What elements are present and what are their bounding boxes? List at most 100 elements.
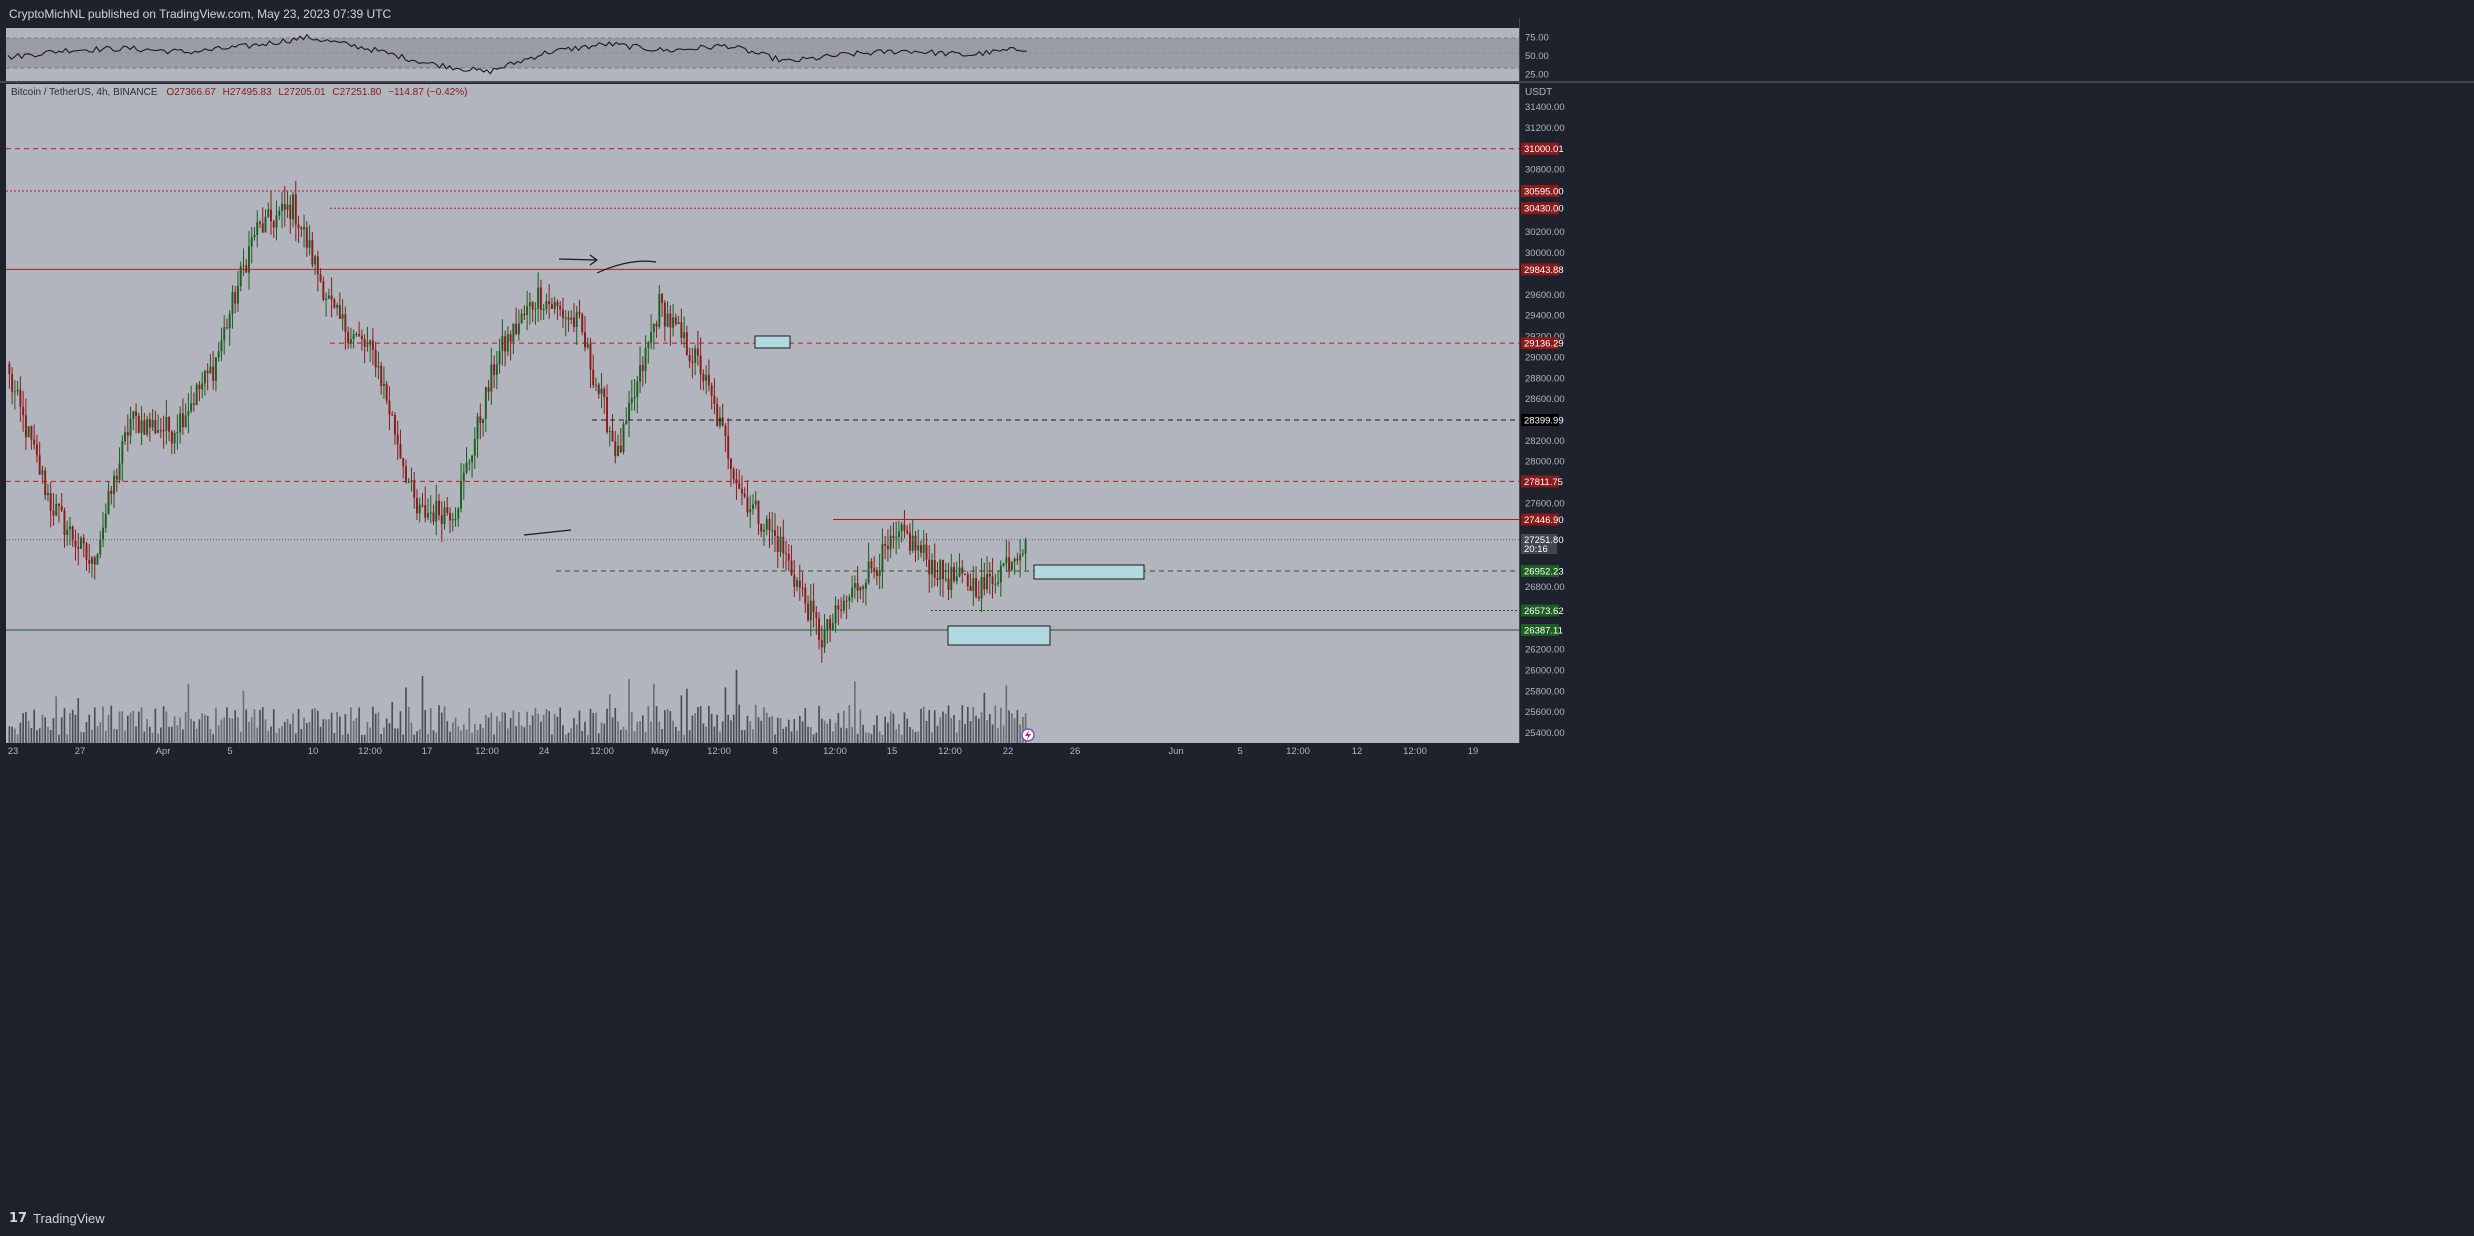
- volume-bar: [559, 707, 562, 743]
- candle-body: [878, 570, 881, 577]
- candle-body: [176, 432, 179, 434]
- price-level-tag-label: 30430.00: [1524, 204, 1564, 215]
- volume-bar: [333, 733, 336, 743]
- volume-bar: [36, 730, 38, 743]
- price-tick-label: 25600.00: [1525, 707, 1565, 718]
- volume-bar: [537, 713, 539, 743]
- candle-body: [897, 531, 900, 538]
- volume-bar: [677, 730, 680, 743]
- candle-body: [427, 513, 429, 518]
- candle-body: [484, 387, 487, 419]
- price-level-tags: 31000.01 30595.00 30430.00 29843.88 29136.29…: [1521, 142, 1564, 637]
- volume-bar: [146, 719, 148, 743]
- volume-bar: [639, 721, 641, 743]
- candle-body: [812, 600, 815, 613]
- volume-bar: [911, 729, 914, 743]
- volume-bar: [121, 711, 124, 743]
- candle-body: [958, 567, 961, 577]
- candle-body: [490, 364, 493, 392]
- candle-body: [107, 490, 110, 514]
- candle-body: [815, 612, 818, 619]
- candle-body: [256, 222, 259, 235]
- candle-body: [206, 370, 209, 374]
- price-tick-label: 27600.00: [1525, 498, 1565, 509]
- volume-bar: [509, 717, 512, 743]
- candle-body: [41, 470, 44, 475]
- candle-body: [402, 458, 405, 467]
- volume-bar: [655, 706, 658, 743]
- drawn-line[interactable]: [523, 529, 572, 536]
- volume-bar: [435, 732, 438, 743]
- candle-body: [424, 505, 427, 518]
- candle-body: [118, 463, 121, 480]
- volume-bar: [798, 715, 801, 743]
- volume-bar: [471, 732, 473, 743]
- volume-bar: [231, 718, 234, 743]
- volume-bar: [1019, 724, 1021, 743]
- candle-body: [584, 332, 586, 348]
- time-tick-label: 19: [1468, 746, 1479, 757]
- volume-bar: [168, 726, 170, 743]
- candle-body: [388, 400, 391, 415]
- volume-bar: [900, 734, 903, 743]
- volume-bar: [85, 722, 88, 743]
- candle-body: [22, 406, 25, 416]
- volume-bar: [220, 719, 223, 743]
- annotation-box-lower[interactable]: [947, 625, 1051, 646]
- candle-body: [270, 209, 272, 222]
- candle-body: [435, 500, 438, 522]
- volume-bar: [617, 721, 619, 743]
- candle-body: [217, 351, 220, 358]
- candle-body: [942, 560, 944, 580]
- candle-body: [931, 559, 933, 575]
- candle-body: [363, 338, 366, 347]
- time-tick-label: 26: [1070, 746, 1081, 757]
- volume-bar: [198, 719, 201, 743]
- candle-body: [663, 302, 666, 327]
- candle-body: [264, 216, 267, 233]
- candle-body: [650, 332, 653, 343]
- price-tick-label: 29200.00: [1525, 332, 1565, 343]
- price-level-tag: [1521, 142, 1559, 155]
- candle-body: [724, 425, 727, 436]
- candle-body: [617, 445, 619, 457]
- candle-body: [115, 475, 118, 480]
- flash-icon-glyph: [1025, 730, 1031, 740]
- candle-body: [462, 472, 465, 482]
- volume-bar: [545, 709, 548, 743]
- candle-body: [358, 333, 361, 336]
- candle-body: [991, 576, 994, 584]
- annotation-box-right[interactable]: [1033, 564, 1145, 580]
- candle-body: [754, 500, 757, 505]
- candle-body: [146, 418, 149, 435]
- time-axis[interactable]: 23 27 Apr 5 10 12:00 17 12:00 24 12:00 May 12:00 8 12…: [0, 743, 1566, 757]
- volume-bar: [432, 730, 435, 743]
- volume-bar: [988, 714, 991, 743]
- candle-body: [187, 411, 190, 416]
- volume-bar: [837, 713, 840, 743]
- candle-body: [630, 398, 633, 403]
- volume-bar: [845, 728, 848, 743]
- volume-bar: [190, 718, 192, 743]
- drawn-arrow[interactable]: [558, 254, 599, 266]
- annotation-box-upper[interactable]: [754, 335, 791, 349]
- price-tick-label: 26000.00: [1525, 665, 1565, 676]
- volume-bar: [961, 705, 964, 743]
- candle-body: [438, 500, 440, 516]
- volume-bar: [986, 720, 988, 743]
- volume-bar: [457, 726, 460, 743]
- volume-bar: [840, 727, 842, 743]
- candle-body: [647, 342, 650, 348]
- candle-body: [96, 554, 99, 565]
- candle-body: [864, 582, 867, 589]
- time-tick-label: 12:00: [1403, 746, 1427, 757]
- price-level-tag-label: 26387.11: [1524, 626, 1563, 637]
- tradingview-brand[interactable]: 17 TradingView: [9, 1211, 105, 1226]
- drawn-arc[interactable]: [596, 260, 657, 274]
- candle-body: [614, 441, 617, 457]
- candle-body: [831, 623, 834, 630]
- candle-body: [983, 576, 986, 590]
- volume-bar: [675, 726, 677, 743]
- candle-body: [732, 469, 735, 480]
